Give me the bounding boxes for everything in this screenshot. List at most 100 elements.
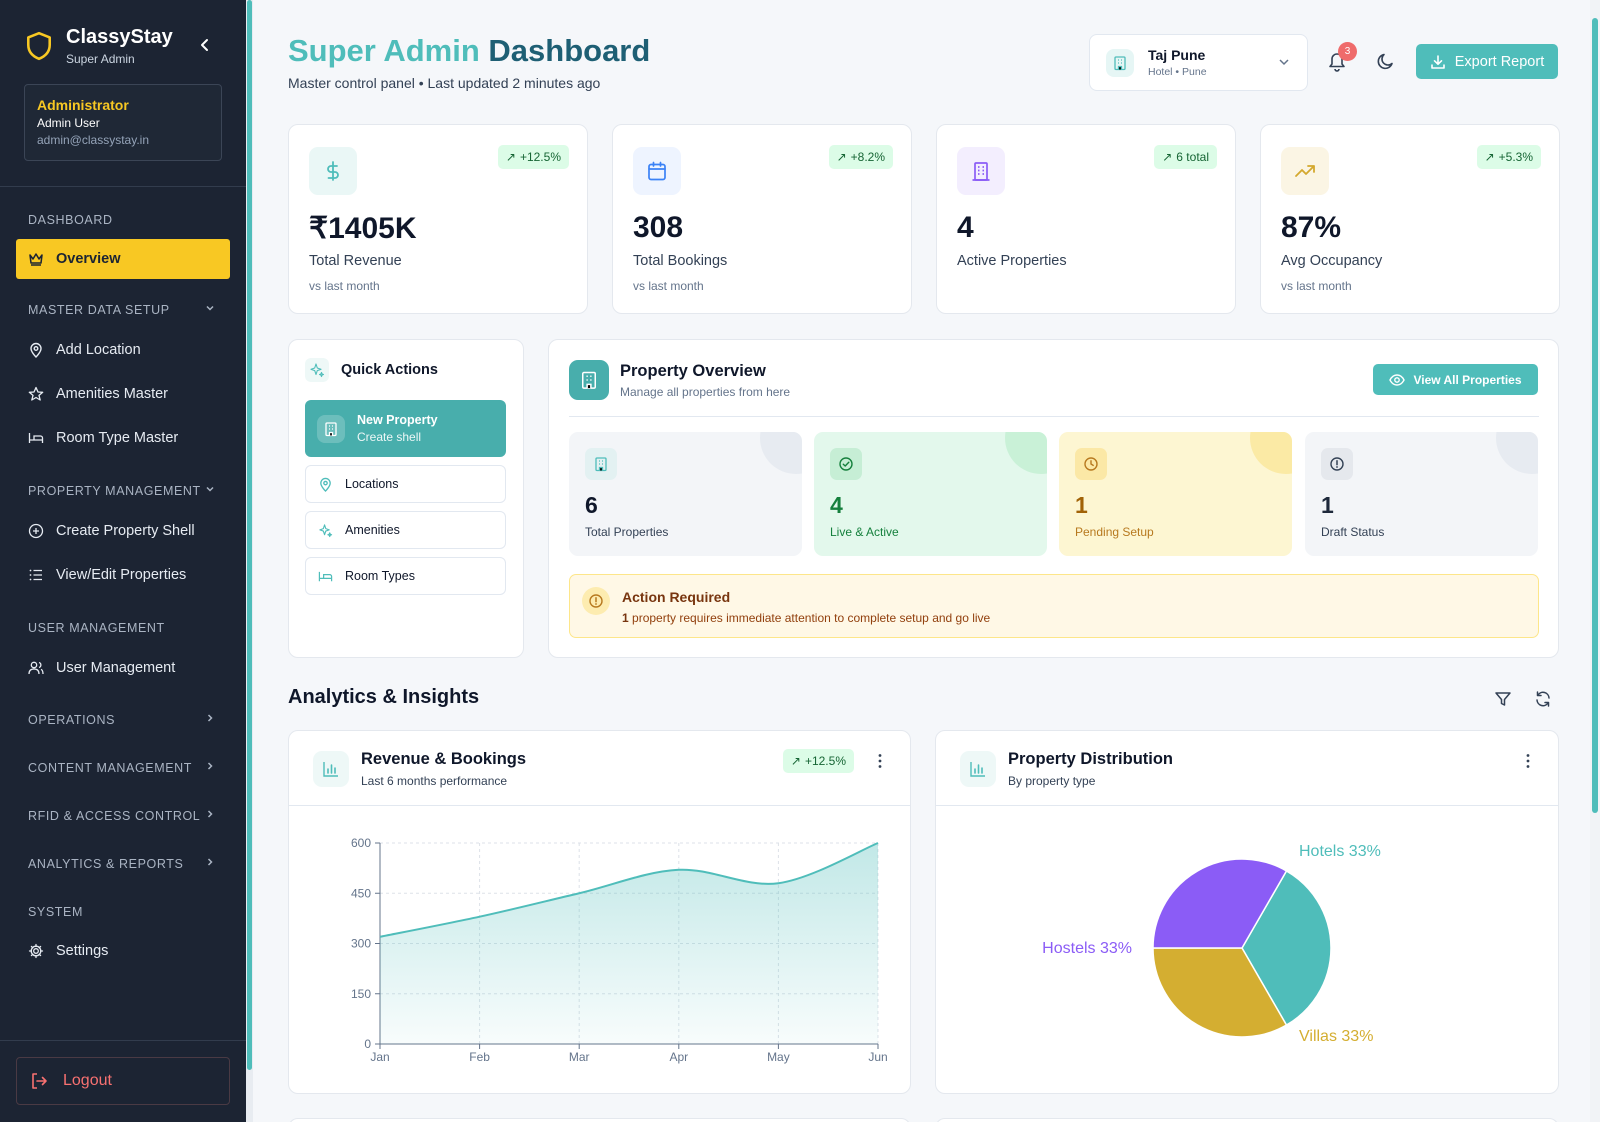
kpi-label: Avg Occupancy — [1281, 253, 1383, 269]
logout-button[interactable]: Logout — [16, 1057, 230, 1105]
building-icon — [585, 448, 617, 480]
section-rfid[interactable]: RFID & ACCESS CONTROL — [28, 809, 218, 823]
list-icon — [29, 569, 42, 581]
divider — [569, 416, 1539, 417]
property-sub: Hotel • Pune — [1148, 66, 1207, 78]
kpi-value: ₹1405K — [309, 212, 417, 245]
quick-action-amenities[interactable]: Amenities — [305, 511, 506, 549]
stat-total-properties: 6 Total Properties — [569, 432, 802, 556]
stat-value: 4 — [830, 492, 843, 518]
section-operations[interactable]: OPERATIONS — [28, 713, 218, 727]
logout-label: Logout — [63, 1072, 112, 1089]
stat-value: 1 — [1321, 492, 1334, 518]
section-content-management[interactable]: CONTENT MANAGEMENT — [28, 761, 218, 775]
trend-value: +8.2% — [850, 150, 885, 164]
more-vertical-icon[interactable] — [1526, 753, 1530, 769]
section-property-management[interactable]: PROPERTY MANAGEMENT — [28, 484, 218, 498]
next-card — [288, 1118, 911, 1122]
pie-slice — [1152, 947, 1288, 1038]
section-system: SYSTEM — [28, 905, 83, 919]
analytics-title: Analytics & Insights — [288, 686, 480, 708]
section-label: OPERATIONS — [28, 713, 116, 727]
property-selector[interactable]: Taj Pune Hotel • Pune — [1089, 34, 1308, 91]
sparkles-icon — [319, 523, 333, 537]
kpi-sub: vs last month — [309, 279, 380, 293]
property-overview-title: Property Overview — [620, 362, 766, 380]
revenue-chart-title: Revenue & Bookings — [361, 750, 527, 768]
view-all-properties-button[interactable]: View All Properties — [1373, 364, 1538, 395]
trend-up-icon: ↗ — [790, 754, 801, 768]
property-distribution-card: Property Distribution By property type H… — [935, 730, 1559, 1094]
sidebar-item-user-management[interactable]: User Management — [28, 660, 175, 676]
more-vertical-icon[interactable] — [878, 753, 882, 769]
new-property-button[interactable]: New Property Create shell — [305, 400, 506, 457]
stat-label: Live & Active — [830, 525, 899, 539]
filter-icon[interactable] — [1494, 690, 1512, 708]
trend-value: 6 total — [1176, 150, 1209, 164]
kpi-value: 87% — [1281, 211, 1342, 244]
revenue-chart-subtitle: Last 6 months performance — [361, 774, 508, 788]
x-tick-label: May — [767, 1050, 790, 1064]
kpi-card-occupancy: ↗ +5.3% 87% Avg Occupancy vs last month — [1260, 124, 1560, 314]
moon-icon[interactable] — [1376, 51, 1396, 71]
stat-value: 6 — [585, 492, 598, 518]
trend-value: +12.5% — [804, 754, 846, 768]
refresh-icon[interactable] — [1534, 690, 1552, 708]
decor-circle — [1005, 432, 1047, 474]
revenue-bookings-card: Revenue & Bookings Last 6 months perform… — [288, 730, 911, 1094]
location-pin-icon — [30, 342, 42, 358]
quick-action-room-types[interactable]: Room Types — [305, 557, 506, 595]
pie-label: Villas 33% — [1299, 1028, 1373, 1045]
quick-action-label: Room Types — [345, 569, 415, 583]
sidebar-item-room-type-master[interactable]: Room Type Master — [28, 430, 178, 446]
divider — [289, 805, 910, 806]
page-scrollbar[interactable] — [1590, 0, 1600, 1122]
scrollbar-thumb[interactable] — [1592, 18, 1598, 813]
sidebar-scrollbar[interactable] — [246, 0, 253, 1122]
admin-title: Administrator — [37, 97, 129, 113]
kpi-label: Total Bookings — [633, 253, 728, 269]
download-icon — [1430, 54, 1445, 69]
sidebar-item-add-location[interactable]: Add Location — [28, 342, 141, 358]
decor-circle — [1496, 432, 1538, 474]
x-tick-label: Apr — [669, 1050, 688, 1064]
stat-label: Pending Setup — [1075, 525, 1154, 539]
stat-label: Total Properties — [585, 525, 669, 539]
sidebar-item-view-edit-properties[interactable]: View/Edit Properties — [28, 567, 186, 583]
trend-up-icon: ↗ — [1162, 150, 1173, 164]
divider — [936, 805, 1558, 806]
kpi-card-revenue: ↗ +12.5% ₹1405K Total Revenue vs last mon… — [288, 124, 588, 314]
stat-pending-setup: 1 Pending Setup — [1059, 432, 1292, 556]
building-icon — [569, 360, 609, 400]
scrollbar-thumb[interactable] — [247, 0, 252, 1070]
kpi-sub: vs last month — [633, 279, 704, 293]
trend-up-icon: ↗ — [505, 150, 516, 164]
pie-label: Hostels 33% — [1042, 940, 1132, 957]
shield-logo-icon — [27, 31, 51, 61]
quick-action-label: Locations — [345, 477, 399, 491]
sidebar-item-settings[interactable]: Settings — [28, 943, 108, 959]
section-master-data[interactable]: MASTER DATA SETUP — [28, 303, 218, 317]
sparkles-icon — [305, 358, 329, 382]
sidebar-item-overview[interactable]: Overview — [16, 239, 230, 279]
decor-circle — [760, 432, 802, 474]
star-icon — [28, 386, 44, 401]
sidebar-item-amenities-master[interactable]: Amenities Master — [28, 386, 168, 402]
alert-title: Action Required — [622, 589, 731, 605]
section-label: RFID & ACCESS CONTROL — [28, 809, 201, 823]
section-user-management: USER MANAGEMENT — [28, 621, 165, 635]
kpi-card-properties: ↗ 6 total 4 Active Properties — [936, 124, 1236, 314]
quick-actions-title: Quick Actions — [341, 362, 438, 378]
chevron-right-icon — [207, 762, 213, 770]
alert-circle-icon — [1321, 448, 1353, 480]
clock-icon — [1075, 448, 1107, 480]
export-report-button[interactable]: Export Report — [1416, 44, 1558, 79]
quick-action-locations[interactable]: Locations — [305, 465, 506, 503]
chevron-down-icon — [206, 486, 214, 492]
y-tick-label: 600 — [351, 836, 371, 850]
sidebar-item-create-property-shell[interactable]: Create Property Shell — [28, 523, 195, 539]
notification-badge: 3 — [1338, 42, 1357, 61]
section-analytics-reports[interactable]: ANALYTICS & REPORTS — [28, 857, 218, 871]
collapse-sidebar-icon[interactable] — [196, 36, 214, 54]
x-tick-label: Mar — [569, 1050, 590, 1064]
